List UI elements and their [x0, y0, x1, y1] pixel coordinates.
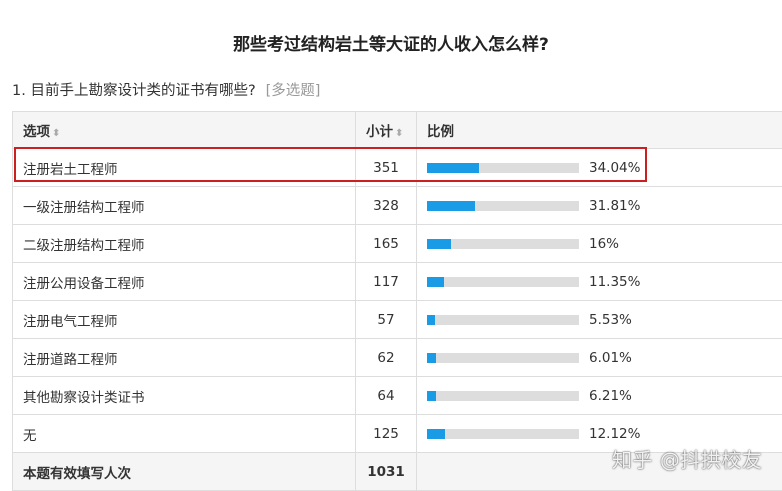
question-type-tag: [多选题]	[266, 83, 321, 99]
option-label: 注册公用设备工程师	[13, 276, 145, 292]
ratio-cell: 34.04%	[417, 149, 782, 187]
page-title: 那些考过结构岩土等大证的人收入怎么样?	[0, 30, 782, 55]
progress-bar	[427, 201, 579, 211]
option-label: 注册岩土工程师	[13, 162, 118, 178]
progress-bar-fill	[427, 163, 479, 173]
option-label: 注册电气工程师	[13, 314, 118, 330]
column-header-count[interactable]: 小计⬍	[356, 112, 417, 149]
total-count: 1031	[356, 453, 417, 491]
option-cell: 注册道路工程师	[13, 339, 356, 377]
ratio-cell: 5.53%	[417, 301, 782, 339]
column-header-ratio-label: 比例	[417, 124, 454, 140]
count-cell: 57	[356, 301, 417, 339]
progress-bar	[427, 277, 579, 287]
progress-bar-fill	[427, 277, 444, 287]
option-cell: 无	[13, 415, 356, 453]
option-label: 其他勘察设计类证书	[13, 390, 145, 406]
table-row: 注册岩土工程师 351 34.04%	[13, 149, 782, 187]
ratio-cell: 11.35%	[417, 263, 782, 301]
question-text: 1. 目前手上勘察设计类的证书有哪些?	[12, 83, 256, 99]
sort-icon[interactable]: ⬍	[395, 128, 403, 139]
percent-label: 31.81%	[589, 198, 640, 214]
progress-bar-fill	[427, 429, 445, 439]
option-cell: 注册岩土工程师	[13, 149, 356, 187]
option-label: 无	[13, 428, 37, 444]
percent-label: 6.21%	[589, 388, 632, 404]
progress-bar-fill	[427, 239, 451, 249]
progress-bar	[427, 353, 579, 363]
percent-label: 5.53%	[589, 312, 632, 328]
table-row: 注册公用设备工程师 117 11.35%	[13, 263, 782, 301]
column-header-count-label: 小计	[366, 124, 393, 140]
option-label: 二级注册结构工程师	[13, 238, 145, 254]
question-title: 1. 目前手上勘察设计类的证书有哪些? [多选题]	[12, 79, 320, 100]
column-header-ratio: 比例	[417, 112, 782, 149]
total-label: 本题有效填写人次	[13, 466, 131, 482]
ratio-cell: 6.01%	[417, 339, 782, 377]
table-row: 二级注册结构工程师 165 16%	[13, 225, 782, 263]
progress-bar-fill	[427, 315, 435, 325]
percent-label: 16%	[589, 236, 619, 252]
option-cell: 二级注册结构工程师	[13, 225, 356, 263]
sort-icon[interactable]: ⬍	[52, 128, 60, 139]
count-cell: 125	[356, 415, 417, 453]
option-label: 注册道路工程师	[13, 352, 118, 368]
watermark: 知乎 @抖拱校友	[612, 444, 762, 473]
option-cell: 其他勘察设计类证书	[13, 377, 356, 415]
percent-label: 34.04%	[589, 160, 640, 176]
ratio-cell: 6.21%	[417, 377, 782, 415]
progress-bar	[427, 429, 579, 439]
table-row: 注册电气工程师 57 5.53%	[13, 301, 782, 339]
progress-bar-fill	[427, 391, 436, 401]
count-cell: 351	[356, 149, 417, 187]
table-row: 注册道路工程师 62 6.01%	[13, 339, 782, 377]
count-cell: 62	[356, 339, 417, 377]
ratio-cell: 31.81%	[417, 187, 782, 225]
ratio-cell: 16%	[417, 225, 782, 263]
progress-bar-fill	[427, 353, 436, 363]
progress-bar	[427, 315, 579, 325]
option-cell: 一级注册结构工程师	[13, 187, 356, 225]
table-row: 其他勘察设计类证书 64 6.21%	[13, 377, 782, 415]
column-header-option[interactable]: 选项⬍	[13, 112, 356, 149]
option-cell: 注册电气工程师	[13, 301, 356, 339]
percent-label: 6.01%	[589, 350, 632, 366]
count-cell: 117	[356, 263, 417, 301]
progress-bar	[427, 163, 579, 173]
percent-label: 11.35%	[589, 274, 640, 290]
column-header-option-label: 选项	[23, 124, 50, 140]
count-cell: 328	[356, 187, 417, 225]
count-cell: 165	[356, 225, 417, 263]
count-cell: 64	[356, 377, 417, 415]
progress-bar-fill	[427, 201, 475, 211]
percent-label: 12.12%	[589, 426, 640, 442]
table-header-row: 选项⬍ 小计⬍ 比例	[13, 112, 782, 149]
progress-bar	[427, 391, 579, 401]
option-label: 一级注册结构工程师	[13, 200, 145, 216]
table-row: 一级注册结构工程师 328 31.81%	[13, 187, 782, 225]
option-cell: 注册公用设备工程师	[13, 263, 356, 301]
progress-bar	[427, 239, 579, 249]
